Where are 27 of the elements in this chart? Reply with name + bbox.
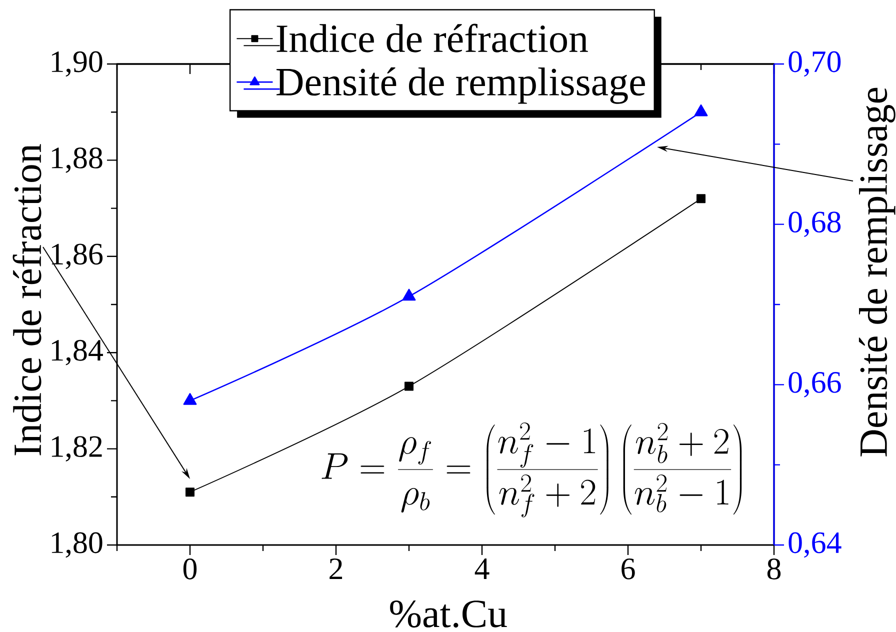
point — [404, 382, 414, 391]
y-tick-label: 1,86 — [52, 244, 103, 270]
y-axis-title: Indice de réfraction — [12, 144, 42, 456]
y2-tick-label: 0,70 — [788, 51, 841, 77]
legend-label: Indice de réfraction — [276, 24, 588, 52]
y-tick-label: 1,88 — [52, 147, 102, 173]
y2-tick-label: 0,64 — [788, 532, 842, 558]
x-axis-title: %at.Cu — [390, 600, 507, 628]
legend-label: Densité de remplissage — [276, 67, 645, 104]
y2-axis-title: Densité de remplissage — [858, 88, 896, 456]
y-tick-label: 1,82 — [52, 436, 102, 462]
annotation: $P=\frac{\rho_f}{\rho_b}=\left(\frac{n_f^2-1}{n_f^2+2}\right)\left(\frac{n_b^2+2}{n_b^2-1}\right)$ — [322, 422, 742, 518]
y-tick-label: 1,84 — [52, 340, 103, 366]
point — [696, 194, 706, 204]
x-tick-label: 8 — [767, 558, 781, 580]
y2-tick-label: 0,68 — [788, 212, 841, 238]
x-tick-label: 6 — [622, 558, 635, 580]
y2-tick-label: 0,66 — [788, 372, 841, 398]
x-tick-label: 0 — [183, 558, 197, 580]
y-tick-label: 1,80 — [52, 532, 102, 558]
point — [183, 393, 197, 405]
point — [402, 288, 416, 301]
x-tick-label: 4 — [474, 558, 490, 579]
point — [694, 104, 708, 116]
y-tick-label: 1,90 — [52, 51, 102, 77]
point — [186, 488, 195, 497]
x-tick-label: 2 — [330, 558, 342, 580]
